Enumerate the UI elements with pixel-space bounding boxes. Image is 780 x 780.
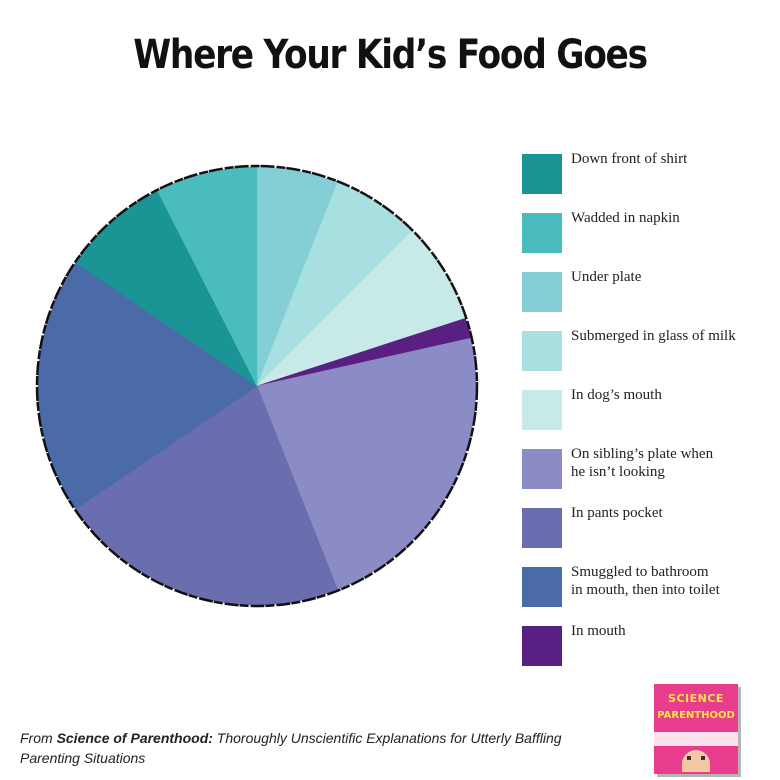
legend-label: In dog’s mouth <box>571 386 771 404</box>
book-cover-title-1: SCIENCE <box>668 692 724 705</box>
legend-label: Down front of shirt <box>571 150 771 168</box>
legend-label-line: Smuggled to bathroom <box>571 564 709 580</box>
legend-label-line: Submerged in glass of milk <box>571 328 736 344</box>
legend-item: Smuggled to bathroom in mouth, then into … <box>522 563 772 607</box>
book-cover-band <box>654 732 738 746</box>
pie-slice-7 <box>37 262 258 510</box>
source-caption: From Science of Parenthood: Thoroughly U… <box>20 728 620 768</box>
legend-swatch <box>522 508 562 548</box>
legend-swatch <box>522 213 562 253</box>
legend-item: On sibling’s plate when he isn’t looking <box>522 445 772 489</box>
book-cover-eyes <box>687 756 705 760</box>
legend-label: Wadded in napkin <box>571 209 771 227</box>
legend-label-line: In pants pocket <box>571 505 663 521</box>
legend-label-line: Wadded in napkin <box>571 210 680 226</box>
legend-label: In mouth <box>571 622 771 640</box>
legend-label: Submerged in glass of milk <box>571 327 771 345</box>
legend-item: Down front of shirt <box>522 150 772 194</box>
legend-label-line: Down front of shirt <box>571 151 688 167</box>
legend-swatch <box>522 331 562 371</box>
pie-outline <box>35 164 479 608</box>
legend-label-line: Under plate <box>571 269 642 285</box>
legend-item: In pants pocket <box>522 504 772 548</box>
legend-item: In mouth <box>522 622 772 666</box>
chart-title: Where Your Kid’s Food Goes <box>133 32 648 78</box>
legend-swatch <box>522 626 562 666</box>
legend-swatch <box>522 449 562 489</box>
legend-label-line: In dog’s mouth <box>571 387 662 403</box>
legend-item: In dog’s mouth <box>522 386 772 430</box>
legend-item: Wadded in napkin <box>522 209 772 253</box>
legend-swatch <box>522 272 562 312</box>
source-book-title: Science of Parenthood: <box>56 730 213 746</box>
legend-label-line: he isn’t looking <box>571 464 665 480</box>
source-prefix: From <box>20 730 57 746</box>
legend-label-line: On sibling’s plate when <box>571 446 714 462</box>
legend-item: Submerged in glass of milk <box>522 327 772 371</box>
legend-label-line: in mouth, then into toilet <box>571 582 720 598</box>
book-cover-title-2: PARENTHOOD <box>657 710 735 721</box>
book-cover-face <box>682 750 710 772</box>
book-cover-image: SCIENCE PARENTHOOD <box>654 684 738 774</box>
source-subtitle: Thoroughly Unscientific Explanations for… <box>20 730 562 766</box>
legend-label: In pants pocket <box>571 504 771 522</box>
legend-label: On sibling’s plate when he isn’t looking <box>571 445 771 481</box>
legend-swatch <box>522 154 562 194</box>
legend-label-line: In mouth <box>571 623 626 639</box>
legend-item: Under plate <box>522 268 772 312</box>
legend-swatch <box>522 567 562 607</box>
legend-label: Smuggled to bathroom in mouth, then into … <box>571 563 771 599</box>
legend-label: Under plate <box>571 268 771 286</box>
legend-swatch <box>522 390 562 430</box>
